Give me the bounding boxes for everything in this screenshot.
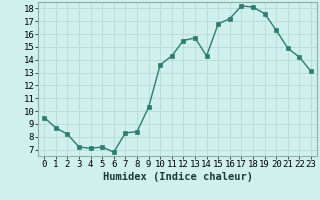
X-axis label: Humidex (Indice chaleur): Humidex (Indice chaleur) <box>103 172 252 182</box>
